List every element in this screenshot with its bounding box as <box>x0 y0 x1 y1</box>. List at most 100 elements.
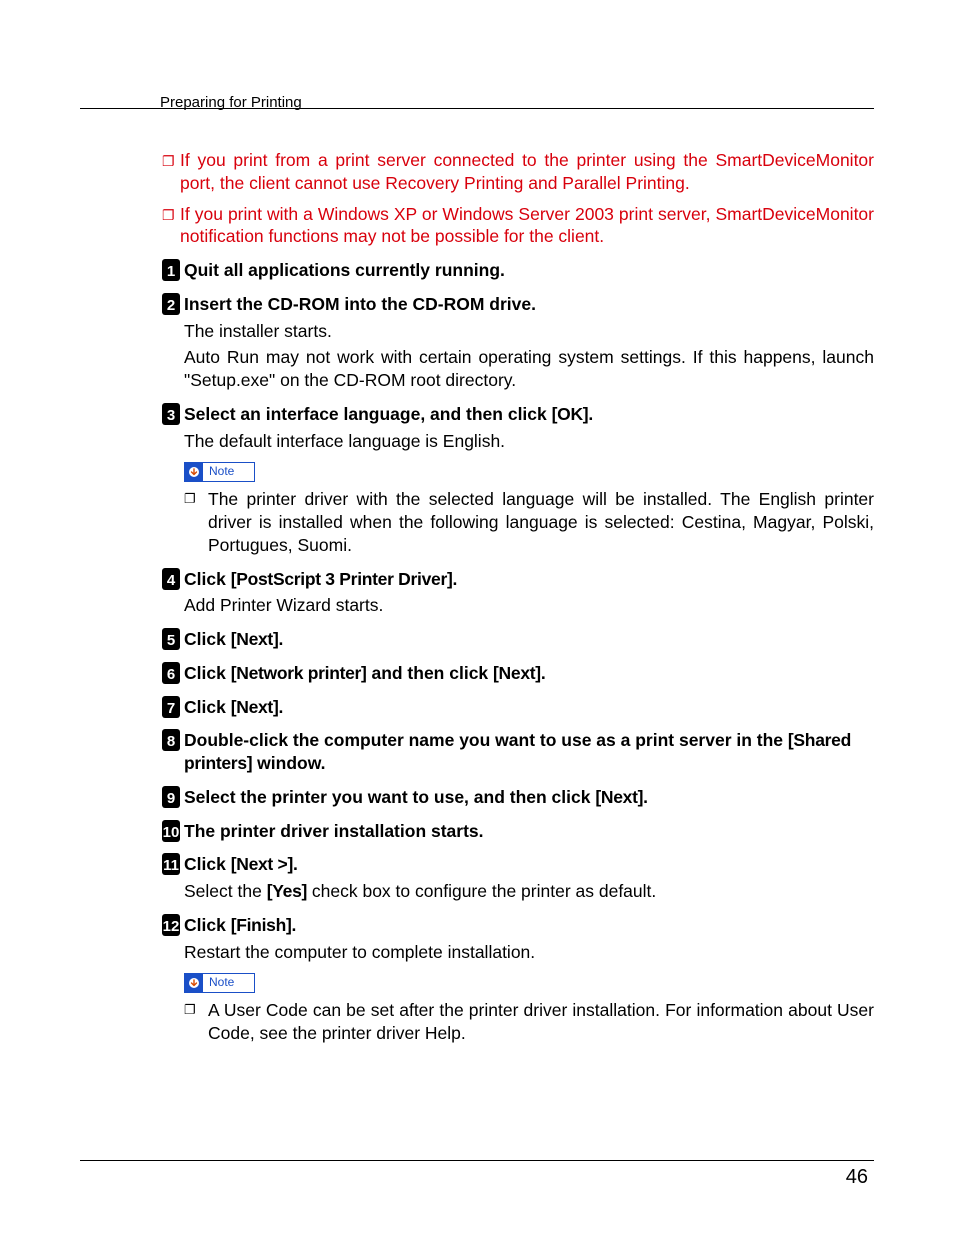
step-title-text: Quit all applications currently running. <box>184 260 505 280</box>
step-body: Restart the computer to complete install… <box>184 941 874 964</box>
step-title-text: . <box>453 569 458 589</box>
step-title-text: . <box>541 663 546 683</box>
step-title-text: . <box>643 787 648 807</box>
svg-text:7: 7 <box>167 700 175 717</box>
bullet-icon: ❐ <box>184 488 208 556</box>
step-title-text: Click <box>184 854 231 874</box>
svg-text:1: 1 <box>167 263 175 280</box>
sub-bullet-text: A User Code can be set after the printer… <box>208 999 874 1045</box>
step-title-text: Click <box>184 915 231 935</box>
step-number-icon: 11 <box>162 853 180 875</box>
ui-reference: [Next] <box>231 697 279 717</box>
step-paragraph: The installer starts. <box>184 320 874 343</box>
bullet-icon: ❐ <box>162 203 180 249</box>
step-paragraph: Restart the computer to complete install… <box>184 941 874 964</box>
note-label: Note <box>203 975 254 991</box>
step-number-icon: 9 <box>162 786 180 808</box>
step-title-text: . <box>293 854 298 874</box>
step-title: Quit all applications currently running. <box>184 258 874 282</box>
svg-text:11: 11 <box>163 857 179 874</box>
step-heading: 8 Double-click the computer name you want… <box>162 728 874 775</box>
step-body: Add Printer Wizard starts. <box>184 594 874 617</box>
step-paragraph: Auto Run may not work with certain opera… <box>184 346 874 392</box>
step-title-text: and then click <box>367 663 493 683</box>
step-paragraph: The default interface language is Englis… <box>184 430 874 453</box>
step-title: Insert the CD-ROM into the CD-ROM drive. <box>184 292 874 316</box>
step: 11Click [Next >].Select the [Yes] check … <box>162 852 874 903</box>
ui-reference: [PostScript 3 Printer Driver] <box>231 569 453 589</box>
svg-text:6: 6 <box>167 666 175 683</box>
page-content: ❐ If you print from a print server conne… <box>80 115 874 1045</box>
step-heading: 1 Quit all applications currently running… <box>162 258 874 282</box>
svg-text:4: 4 <box>167 572 176 589</box>
ui-reference: [Network printer] <box>231 663 367 683</box>
svg-text:10: 10 <box>163 824 180 841</box>
page-number: 46 <box>846 1166 868 1189</box>
step-title-text: Click <box>184 663 231 683</box>
warning-item: ❐ If you print with a Windows XP or Wind… <box>162 203 874 249</box>
step-number-icon: 6 <box>162 662 180 684</box>
step-body: Note❐The printer driver with the selecte… <box>184 456 874 556</box>
step-title-text: The printer driver installation starts. <box>184 821 484 841</box>
step-paragraph: Add Printer Wizard starts. <box>184 594 874 617</box>
svg-text:8: 8 <box>167 733 175 750</box>
step-body: The installer starts. Auto Run may not wo… <box>184 320 874 392</box>
ui-reference: [Finish] <box>231 915 292 935</box>
step-number-icon: 10 <box>162 820 180 842</box>
document-page: Preparing for Printing ❐ If you print fr… <box>0 0 954 1235</box>
step-title-text: . <box>279 697 284 717</box>
step: 7 Click [Next]. <box>162 695 874 719</box>
step-number-icon: 8 <box>162 729 180 751</box>
step-heading: 6 Click [Network printer] and then click … <box>162 661 874 685</box>
step-title: Click [Network printer] and then click [… <box>184 661 874 685</box>
ui-reference: [Next] <box>595 787 643 807</box>
step-heading: 5Click [Next]. <box>162 627 874 651</box>
step-title-text: Click <box>184 697 231 717</box>
step-title: Select an interface language, and then c… <box>184 402 874 426</box>
step-title: The printer driver installation starts. <box>184 819 874 843</box>
step-number-icon: 1 <box>162 259 180 281</box>
ui-reference: [Next >] <box>231 854 293 874</box>
bullet-icon: ❐ <box>162 149 180 195</box>
step-title: Click [Next]. <box>184 695 874 719</box>
step-heading: 2 Insert the CD-ROM into the CD-ROM drive… <box>162 292 874 316</box>
step-title: Click [Finish]. <box>184 913 874 937</box>
step: 12Click [Finish]. Restart the computer to… <box>162 913 874 1045</box>
step-title-text: . <box>291 915 296 935</box>
ui-reference: [Next] <box>493 663 541 683</box>
arrow-down-icon <box>185 974 203 992</box>
warning-text: If you print with a Windows XP or Window… <box>180 203 874 249</box>
step: 4 Click [PostScript 3 Printer Driver]. Add… <box>162 567 874 618</box>
svg-text:9: 9 <box>167 790 175 807</box>
step-heading: 11 Click [Next >]. <box>162 852 874 876</box>
footer-rule <box>80 1160 874 1161</box>
step: 6 Click [Network printer] and then click … <box>162 661 874 685</box>
step: 8 Double-click the computer name you want… <box>162 728 874 775</box>
step-body: The default interface language is Englis… <box>184 430 874 453</box>
header-rule <box>80 108 874 109</box>
step-heading: 7 Click [Next]. <box>162 695 874 719</box>
svg-text:2: 2 <box>167 297 175 314</box>
warning-item: ❐ If you print from a print server conne… <box>162 149 874 195</box>
step-heading: 10The printer driver installation starts… <box>162 819 874 843</box>
step-title-text: Insert the CD-ROM into the CD-ROM drive. <box>184 294 536 314</box>
step-title-text: Double-click the computer name you want … <box>184 730 788 750</box>
step-title: Double-click the computer name you want … <box>184 728 874 775</box>
step-title-text: . <box>588 404 593 424</box>
step: 1 Quit all applications currently running… <box>162 258 874 282</box>
sub-bullet-text: The printer driver with the selected lan… <box>208 488 874 556</box>
step: 9 Select the printer you want to use, and… <box>162 785 874 809</box>
step-title-text: Click <box>184 569 231 589</box>
bullet-icon: ❐ <box>184 999 208 1045</box>
svg-text:12: 12 <box>163 918 180 935</box>
note-badge: Note <box>184 973 255 993</box>
step-title-text: . <box>279 629 284 649</box>
svg-text:3: 3 <box>167 407 175 424</box>
step-title: Select the printer you want to use, and … <box>184 785 874 809</box>
step-number-icon: 3 <box>162 403 180 425</box>
step-title-text: Select the printer you want to use, and … <box>184 787 595 807</box>
step: 5Click [Next]. <box>162 627 874 651</box>
svg-text:5: 5 <box>167 632 175 649</box>
step-title-text: Select an interface language, and then c… <box>184 404 552 424</box>
step-title-text: window. <box>252 753 325 773</box>
